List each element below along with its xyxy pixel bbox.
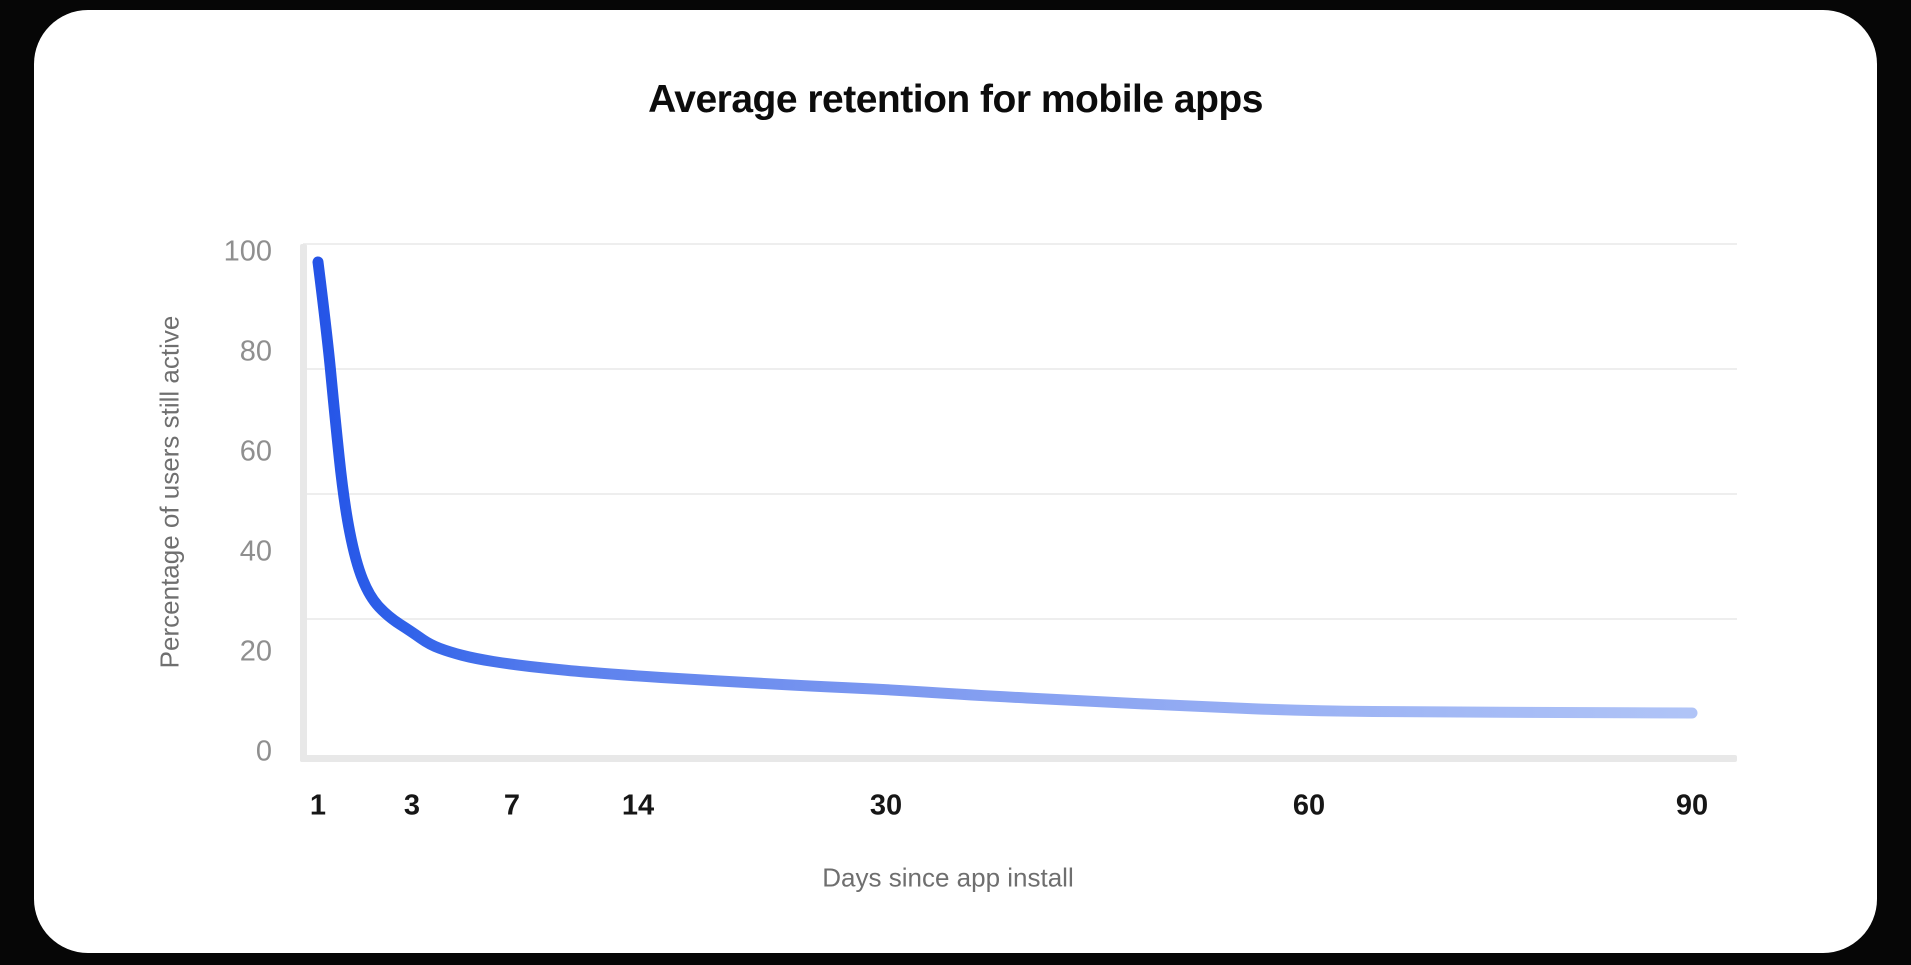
chart-title: Average retention for mobile apps: [648, 78, 1263, 121]
y-tick-label: 60: [239, 435, 272, 468]
y-tick-label: 0: [255, 735, 272, 768]
x-axis-line: [300, 755, 1737, 762]
y-axis-line: [300, 244, 307, 762]
x-tick-label: 3: [403, 789, 421, 822]
y-tick-label: 100: [223, 235, 272, 268]
y-tick-label: 80: [239, 335, 272, 368]
x-tick-label: 90: [1675, 789, 1709, 822]
retention-line: [312, 256, 1698, 719]
x-tick-label: 60: [1292, 789, 1326, 822]
x-tick-label: 30: [869, 789, 903, 822]
x-axis-title: Days since app install: [822, 862, 1074, 893]
x-tick-label: 7: [503, 789, 521, 822]
y-tick-label: 20: [239, 635, 272, 668]
x-tick-label: 14: [621, 789, 655, 822]
y-axis-title: Percentage of users still active: [154, 315, 185, 669]
y-tick-label: 40: [239, 535, 272, 568]
x-tick-label: 1: [309, 789, 327, 822]
